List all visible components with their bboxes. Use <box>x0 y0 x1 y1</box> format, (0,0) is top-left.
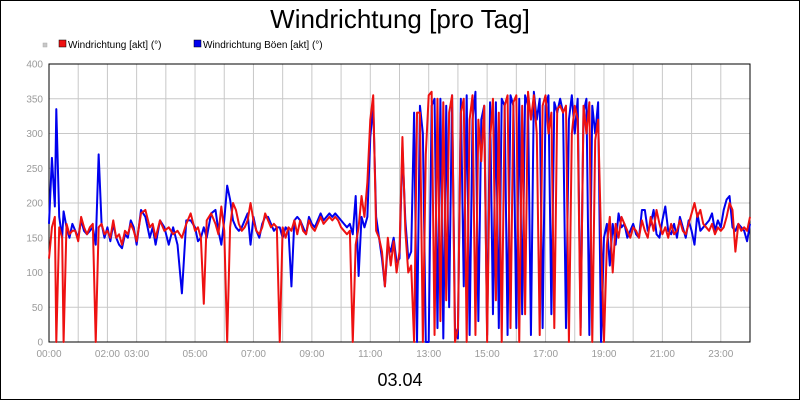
y-axis: 0 50 100 150 200 250 300 350 400 <box>26 60 43 349</box>
x-tick-label: 07:00 <box>241 349 266 360</box>
y-tick-label: 50 <box>32 303 44 314</box>
x-tick-label: 11:00 <box>358 349 383 360</box>
x-tick-label: 15:00 <box>475 349 500 360</box>
y-tick-label: 300 <box>26 129 43 140</box>
y-tick-label: 150 <box>26 233 43 244</box>
y-tick-label: 350 <box>26 94 43 105</box>
x-tick-label: 13:00 <box>416 349 441 360</box>
x-tick-label: 21:00 <box>650 349 675 360</box>
x-tick-label: 17:00 <box>533 349 558 360</box>
y-tick-label: 200 <box>26 199 43 210</box>
legend-label-blue: Windrichtung Böen [akt] (°) <box>203 40 323 51</box>
x-tick-label: 05:00 <box>183 349 208 360</box>
legend-marker-empty <box>42 42 48 48</box>
series-line-windrichtung <box>48 90 751 343</box>
x-axis: 00:00 02:00 03:00 05:00 07:00 09:00 11:00 13:00… <box>36 349 733 360</box>
legend: Windrichtung [akt] (°) Windrichtung Böen… <box>42 39 323 51</box>
series-lines <box>48 90 751 343</box>
x-tick-label: 23:00 <box>708 349 733 360</box>
chart-title: Windrichtung [pro Tag] <box>270 4 530 34</box>
grid <box>48 63 751 343</box>
legend-swatch-blue <box>193 39 202 48</box>
y-tick-label: 0 <box>37 338 43 349</box>
x-tick-label: 09:00 <box>299 349 324 360</box>
y-tick-label: 400 <box>26 60 43 71</box>
x-tick-label: 00:00 <box>36 349 61 360</box>
legend-swatch-red <box>58 39 67 48</box>
legend-label-red: Windrichtung [akt] (°) <box>68 40 161 51</box>
x-tick-label: 02:00 <box>95 349 120 360</box>
x-tick-label: 19:00 <box>591 349 616 360</box>
x-tick-label: 03:00 <box>124 349 149 360</box>
y-tick-label: 100 <box>26 268 43 279</box>
date-label: 03.04 <box>377 370 422 390</box>
y-tick-label: 250 <box>26 164 43 175</box>
